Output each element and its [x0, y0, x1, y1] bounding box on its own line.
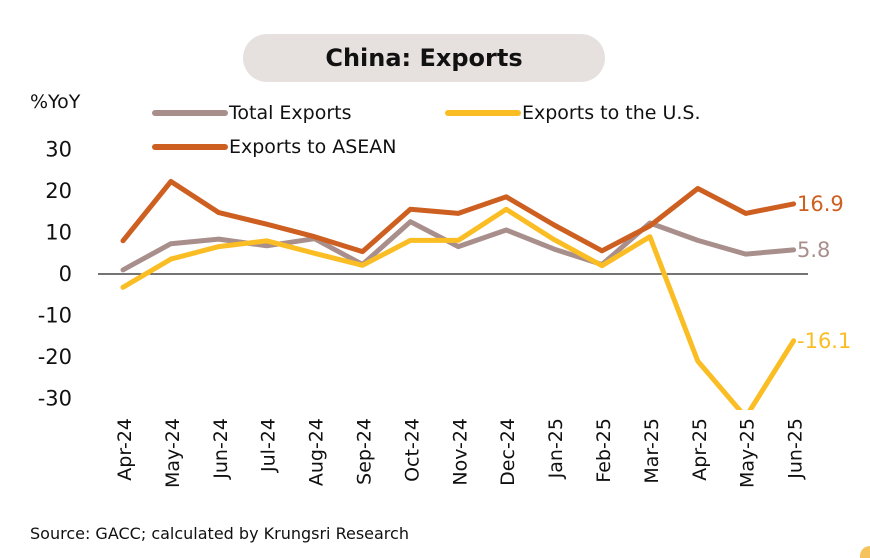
series-line — [120, 219, 797, 273]
x-tick-label: Aug-24 — [306, 418, 328, 486]
legend-entry: Total Exports — [228, 102, 352, 124]
x-tick-label: May-24 — [162, 418, 184, 488]
end-value-label: -16.1 — [797, 329, 851, 353]
y-tick-label: 0 — [59, 262, 72, 286]
y-tick-label: -10 — [38, 304, 72, 328]
chart-title: China: Exports — [325, 44, 523, 72]
x-tick-label: May-25 — [737, 418, 759, 488]
x-tick-label: Apr-24 — [114, 418, 136, 481]
x-tick-label: Jul-24 — [258, 418, 280, 473]
source-note: Source: GACC; calculated by Krungsri Res… — [30, 524, 409, 543]
x-tick-label: Sep-24 — [354, 418, 376, 485]
corner-decoration — [860, 546, 870, 558]
y-tick-label: -30 — [38, 387, 72, 411]
x-tick-label: Jan-25 — [545, 418, 567, 479]
end-value-label: 5.8 — [797, 238, 830, 262]
y-tick-label: 10 — [45, 221, 72, 245]
y-tick-label: -20 — [38, 345, 72, 369]
y-axis-label: %YoY — [30, 91, 81, 113]
x-tick-label: Nov-24 — [449, 418, 471, 486]
x-tick-label: Mar-25 — [641, 418, 663, 484]
end-value-label: 16.9 — [797, 192, 844, 216]
x-tick-label: Oct-24 — [401, 418, 423, 482]
y-tick-label: 20 — [45, 179, 72, 203]
x-tick-label: Apr-25 — [689, 418, 711, 481]
x-tick-label: Jun-25 — [785, 418, 807, 480]
y-tick-label: 30 — [45, 138, 72, 162]
x-tick-label: Jun-24 — [210, 418, 232, 480]
legend-entry: Exports to the U.S. — [522, 102, 701, 124]
legend-entry: Exports to ASEAN — [229, 136, 397, 158]
x-tick-label: Dec-24 — [497, 418, 519, 486]
series-line — [120, 179, 797, 255]
x-tick-label: Feb-25 — [593, 418, 615, 483]
series-line — [120, 206, 797, 410]
chart-title-pill: China: Exports — [243, 34, 605, 82]
